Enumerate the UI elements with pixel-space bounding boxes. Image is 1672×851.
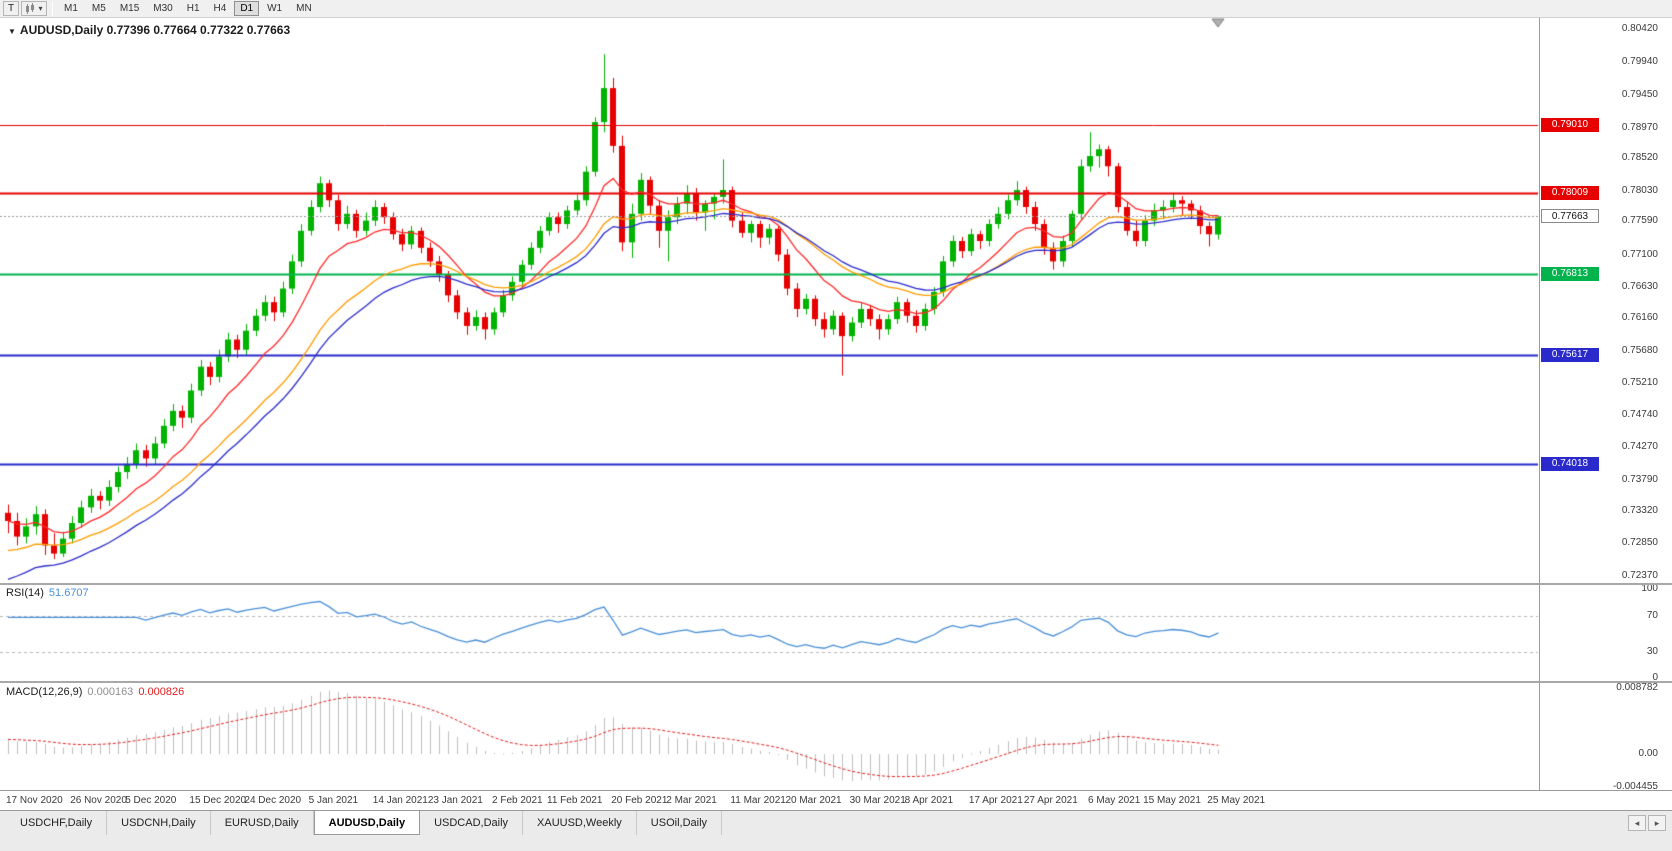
price-tick-label: 0.77100 bbox=[1621, 248, 1658, 260]
timeframe-button-m30[interactable]: M30 bbox=[153, 3, 173, 14]
chart-menu-icon: ▼ bbox=[8, 27, 16, 36]
t-button[interactable]: T bbox=[3, 1, 19, 16]
price-level-badge: 0.78009 bbox=[1541, 185, 1599, 200]
date-tick-label: 8 Apr 2021 bbox=[904, 795, 954, 806]
timeframe-button-group: M1 M5 M15 M30 H1 H4 D1 W1 MN bbox=[57, 1, 319, 16]
chart-tab-eurusd[interactable]: EURUSD,Daily bbox=[211, 811, 314, 835]
date-tick-label: 11 Mar 2021 bbox=[730, 795, 786, 806]
chart-style-dropdown-button[interactable]: ▾ bbox=[21, 1, 47, 16]
timeframe-button-m1[interactable]: M1 bbox=[64, 3, 78, 14]
date-tick-label: 5 Dec 2020 bbox=[125, 795, 177, 806]
price-level-badge: 0.74018 bbox=[1541, 457, 1599, 472]
macd-tick-label: 0.008782 bbox=[1616, 682, 1658, 694]
price-tick-label: 0.72850 bbox=[1621, 537, 1658, 549]
chart-tab-usoil[interactable]: USOil,Daily bbox=[637, 811, 723, 835]
price-tick-label: 0.72370 bbox=[1621, 570, 1658, 581]
timeframe-button-mn[interactable]: MN bbox=[296, 3, 312, 14]
date-tick-label: 20 Mar 2021 bbox=[785, 795, 842, 806]
price-tick-label: 0.78970 bbox=[1621, 121, 1658, 133]
caret-down-icon: ▾ bbox=[38, 3, 43, 13]
date-tick-label: 25 May 2021 bbox=[1207, 795, 1266, 806]
date-tick-label: 20 Feb 2021 bbox=[611, 795, 668, 806]
rsi-tick-label: 30 bbox=[1646, 645, 1658, 657]
tabs-scroll-right-button[interactable]: ▸ bbox=[1648, 815, 1666, 831]
price-tick-label: 0.75210 bbox=[1621, 377, 1658, 389]
macd-indicator-label: MACD(12,26,9) 0.000163 0.000826 bbox=[6, 686, 184, 698]
price-tick-label: 0.76630 bbox=[1621, 280, 1658, 292]
toolbar-separator bbox=[52, 1, 53, 16]
time-axis[interactable]: 17 Nov 2020 26 Nov 2020 5 Dec 2020 15 Dec 2… bbox=[0, 790, 1672, 810]
price-tick-label: 0.74270 bbox=[1621, 440, 1658, 452]
chart-title: ▼ AUDUSD,Daily 0.77396 0.77664 0.77322 0.… bbox=[8, 23, 290, 37]
date-tick-label: 14 Jan 2021 bbox=[372, 795, 428, 806]
date-tick-label: 15 May 2021 bbox=[1143, 795, 1201, 806]
chart-tab-audusd[interactable]: AUDUSD,Daily bbox=[313, 811, 421, 835]
macd-main-value: 0.000163 bbox=[87, 686, 134, 698]
date-tick-label: 30 Mar 2021 bbox=[849, 795, 906, 806]
price-tick-label: 0.77590 bbox=[1621, 215, 1658, 227]
price-level-badge: 0.76813 bbox=[1541, 267, 1599, 282]
price-tick-label: 0.79940 bbox=[1621, 55, 1658, 67]
price-tick-label: 0.79450 bbox=[1621, 88, 1658, 100]
chart-tab-bar: USDCHF,Daily USDCNH,Daily EURUSD,Daily AUDU… bbox=[0, 810, 1672, 851]
price-tick-label: 0.80420 bbox=[1621, 23, 1658, 34]
date-tick-label: 2 Mar 2021 bbox=[666, 795, 717, 806]
tab-scroll-arrows: ◂ ▸ bbox=[1628, 815, 1666, 831]
price-tick-label: 0.73790 bbox=[1621, 473, 1658, 485]
timeframe-button-h4[interactable]: H4 bbox=[213, 3, 227, 14]
timeframe-button-m15[interactable]: M15 bbox=[119, 3, 140, 14]
macd-tick-label: -0.004455 bbox=[1612, 781, 1658, 793]
macd-signal-value: 0.000826 bbox=[138, 686, 185, 698]
date-tick-label: 5 Jan 2021 bbox=[308, 795, 359, 806]
price-tick-label: 0.78520 bbox=[1621, 152, 1658, 164]
t-button-label: T bbox=[7, 2, 15, 14]
rsi-tick-label: 0 bbox=[1652, 672, 1658, 684]
chart-tab-usdchf[interactable]: USDCHF,Daily bbox=[6, 811, 108, 835]
price-tick-label: 0.78030 bbox=[1621, 185, 1658, 197]
timeframe-button-m5[interactable]: M5 bbox=[91, 3, 106, 14]
date-tick-label: 26 Nov 2020 bbox=[70, 795, 127, 806]
price-tick-label: 0.75680 bbox=[1621, 345, 1658, 357]
date-tick-label: 15 Dec 2020 bbox=[189, 795, 247, 806]
candlestick-icon bbox=[26, 3, 35, 14]
date-tick-label: 27 Apr 2021 bbox=[1023, 795, 1078, 806]
rsi-tick-label: 100 bbox=[1641, 583, 1658, 595]
chart-tab-usdcnh[interactable]: USDCNH,Daily bbox=[107, 811, 211, 835]
panel-splitter[interactable] bbox=[0, 681, 1672, 683]
chart-tabs: USDCHF,Daily USDCNH,Daily EURUSD,Daily AUDU… bbox=[6, 811, 723, 835]
current-price-badge: 0.77663 bbox=[1541, 209, 1599, 224]
panel-splitter[interactable] bbox=[0, 583, 1672, 585]
macd-tick-label: 0.00 bbox=[1638, 748, 1658, 760]
rsi-tick-label: 70 bbox=[1646, 610, 1658, 622]
date-tick-label: 2 Feb 2021 bbox=[492, 795, 543, 806]
date-tick-label: 17 Nov 2020 bbox=[6, 795, 63, 806]
price-tick-label: 0.73320 bbox=[1621, 505, 1658, 517]
price-level-badge: 0.75617 bbox=[1541, 348, 1599, 363]
timeframe-button-d1[interactable]: D1 bbox=[234, 1, 260, 16]
date-tick-label: 6 May 2021 bbox=[1088, 795, 1141, 806]
chart-tab-xauusd[interactable]: XAUUSD,Weekly bbox=[523, 811, 637, 835]
macd-name: MACD(12,26,9) bbox=[6, 686, 83, 698]
date-tick-label: 17 Apr 2021 bbox=[968, 795, 1023, 806]
rsi-value: 51.6707 bbox=[48, 587, 89, 599]
date-tick-label: 11 Feb 2021 bbox=[547, 795, 603, 806]
chart-symbol-label: AUDUSD,Daily bbox=[19, 23, 104, 37]
main-toolbar: T ▾ M1 M5 M15 M30 H1 H4 D1 W1 MN bbox=[0, 0, 1672, 18]
price-tick-label: 0.74740 bbox=[1621, 408, 1658, 420]
timeframe-button-w1[interactable]: W1 bbox=[267, 3, 283, 14]
date-tick-label: 24 Dec 2020 bbox=[244, 795, 302, 806]
price-tick-label: 0.76160 bbox=[1621, 312, 1658, 324]
tabs-scroll-left-button[interactable]: ◂ bbox=[1628, 815, 1646, 831]
price-axis[interactable]: 0.80420 0.79940 0.79450 0.78970 0.78520 0.780… bbox=[1539, 18, 1672, 793]
rsi-indicator-label: RSI(14) 51.6707 bbox=[6, 587, 89, 599]
chart-ohlc-values: 0.77396 0.77664 0.77322 0.77663 bbox=[106, 23, 291, 37]
date-tick-label: 23 Jan 2021 bbox=[427, 795, 483, 806]
timeframe-button-h1[interactable]: H1 bbox=[186, 3, 200, 14]
chart-tab-usdcad[interactable]: USDCAD,Daily bbox=[420, 811, 524, 835]
rsi-name: RSI(14) bbox=[6, 587, 44, 599]
price-level-badge: 0.79010 bbox=[1541, 117, 1599, 132]
